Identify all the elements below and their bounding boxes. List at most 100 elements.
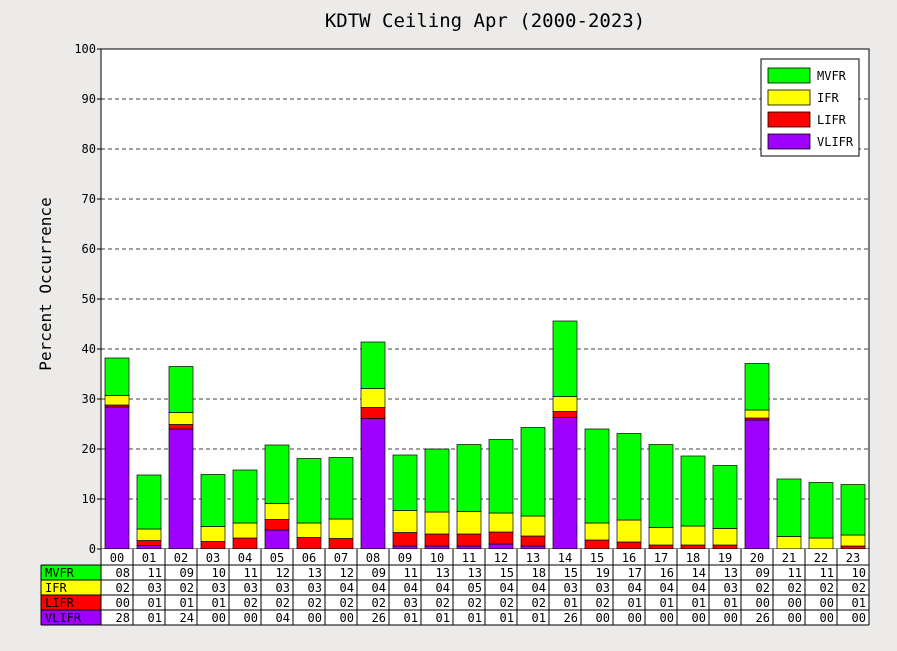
- x-tick-label-21: 21: [782, 551, 796, 565]
- table-cell-ifr-09: 04: [404, 581, 418, 595]
- table-cell-lifr-05: 02: [276, 596, 290, 610]
- grid-lines: [101, 98, 869, 500]
- bar-segment-ifr-12: [488, 512, 514, 533]
- table-cell-mvfr-02: 09: [180, 566, 194, 580]
- bar-segment-lifr-18: [680, 544, 706, 550]
- table-cell-vlifr-08: 26: [372, 611, 386, 625]
- bar-segment-lifr-04: [232, 537, 258, 550]
- table-cell-mvfr-16: 17: [628, 566, 642, 580]
- bar-segment-lifr-03: [200, 541, 226, 550]
- bar-segment-mvfr-20: [744, 363, 770, 411]
- bar-segment-ifr-01: [136, 528, 162, 541]
- x-tick-label-07: 07: [334, 551, 348, 565]
- table-cell-mvfr-13: 18: [532, 566, 546, 580]
- table-cell-vlifr-06: 00: [308, 611, 322, 625]
- legend-label-lifr: LIFR: [817, 113, 847, 127]
- bar-segment-ifr-22: [808, 537, 834, 550]
- bar-segment-ifr-04: [232, 522, 258, 539]
- bar-segment-mvfr-15: [584, 428, 610, 524]
- table-cell-lifr-18: 01: [692, 596, 706, 610]
- x-tick-label-01: 01: [142, 551, 156, 565]
- x-tick-label-04: 04: [238, 551, 252, 565]
- table-cell-vlifr-02: 24: [180, 611, 194, 625]
- table-cell-lifr-06: 02: [308, 596, 322, 610]
- legend-swatch-mvfr: [767, 67, 811, 84]
- bar-segment-mvfr-00: [104, 357, 130, 396]
- bar-segment-ifr-13: [520, 515, 546, 537]
- table-cell-mvfr-08: 09: [372, 566, 386, 580]
- table-cell-mvfr-01: 11: [148, 566, 162, 580]
- table-row-header-ifr: [41, 580, 101, 595]
- x-tick-label-02: 02: [174, 551, 188, 565]
- bar-segment-lifr-05: [264, 519, 290, 531]
- table-cell-mvfr-00: 08: [116, 566, 130, 580]
- bar-segment-mvfr-05: [264, 444, 290, 504]
- bar-segment-mvfr-08: [360, 341, 386, 389]
- y-tick-label: 100: [74, 42, 96, 56]
- table-row-header-mvfr: [41, 565, 101, 580]
- table-cell-lifr-12: 02: [500, 596, 514, 610]
- y-axis-label: Percent Occurrence: [36, 197, 55, 370]
- bar-segment-ifr-02: [168, 412, 194, 425]
- y-tick-label: 30: [82, 392, 96, 406]
- table-cell-mvfr-12: 15: [500, 566, 514, 580]
- y-tick-label: 0: [89, 542, 96, 556]
- bar-segment-ifr-03: [200, 526, 226, 542]
- table-cell-lifr-22: 00: [820, 596, 834, 610]
- bar-segment-lifr-11: [456, 533, 482, 547]
- bar-segment-mvfr-22: [808, 482, 834, 539]
- table-cell-lifr-08: 02: [372, 596, 386, 610]
- table-cell-mvfr-09: 11: [404, 566, 418, 580]
- bar-segment-lifr-06: [296, 537, 322, 550]
- table-cell-ifr-05: 03: [276, 581, 290, 595]
- bar-segment-ifr-11: [456, 511, 482, 535]
- x-tick-label-17: 17: [654, 551, 668, 565]
- x-tick-label-06: 06: [302, 551, 316, 565]
- y-tick-label: 50: [82, 292, 96, 306]
- y-tick-label: 10: [82, 492, 96, 506]
- table-cell-ifr-23: 02: [852, 581, 866, 595]
- table-cell-ifr-14: 03: [564, 581, 578, 595]
- table-cell-lifr-17: 01: [660, 596, 674, 610]
- legend-swatch-ifr: [767, 89, 811, 106]
- bar-segment-ifr-16: [616, 519, 642, 543]
- bar-segment-ifr-14: [552, 396, 578, 412]
- table-cell-vlifr-07: 00: [340, 611, 354, 625]
- table-cell-lifr-16: 01: [628, 596, 642, 610]
- bar-segment-mvfr-23: [840, 484, 866, 536]
- bar-segment-vlifr-00: [104, 406, 130, 550]
- table-cell-mvfr-06: 13: [308, 566, 322, 580]
- table-row-label-vlifr: VLIFR: [45, 611, 82, 625]
- legend-label-vlifr: VLIFR: [817, 135, 854, 149]
- table-cell-vlifr-23: 00: [852, 611, 866, 625]
- table-cell-ifr-07: 04: [340, 581, 354, 595]
- y-tick-label: 40: [82, 342, 96, 356]
- bar-segment-mvfr-17: [648, 444, 674, 528]
- bar-segment-vlifr-14: [552, 417, 578, 550]
- table-cell-mvfr-15: 19: [596, 566, 610, 580]
- bar-segment-ifr-06: [296, 522, 322, 538]
- table-cell-lifr-01: 01: [148, 596, 162, 610]
- table-cell-vlifr-22: 00: [820, 611, 834, 625]
- bar-segment-lifr-07: [328, 538, 354, 550]
- table-cell-vlifr-04: 00: [244, 611, 258, 625]
- data-table: MVFR 08 11 09 10 11 12 13 12 09 11 13 13 15 18 15 19 17 16…: [40, 549, 870, 626]
- table-cell-ifr-03: 03: [212, 581, 226, 595]
- bar-segment-lifr-15: [584, 539, 610, 550]
- x-tick-label-12: 12: [494, 551, 508, 565]
- table-cell-ifr-18: 04: [692, 581, 706, 595]
- y-tick-label: 80: [82, 142, 96, 156]
- table-cell-vlifr-00: 28: [116, 611, 130, 625]
- bar-segment-lifr-17: [648, 544, 674, 550]
- bar-segment-mvfr-19: [712, 465, 738, 529]
- table-row-header-lifr: [41, 595, 101, 610]
- table-cell-vlifr-14: 26: [564, 611, 578, 625]
- bar-segment-lifr-01: [136, 540, 162, 546]
- x-tick-label-03: 03: [206, 551, 220, 565]
- bar-segment-lifr-12: [488, 531, 514, 545]
- bar-segment-ifr-07: [328, 518, 354, 539]
- table-cell-vlifr-16: 00: [628, 611, 642, 625]
- table-cell-lifr-00: 00: [116, 596, 130, 610]
- table-cell-mvfr-22: 11: [820, 566, 834, 580]
- table-cell-ifr-08: 04: [372, 581, 386, 595]
